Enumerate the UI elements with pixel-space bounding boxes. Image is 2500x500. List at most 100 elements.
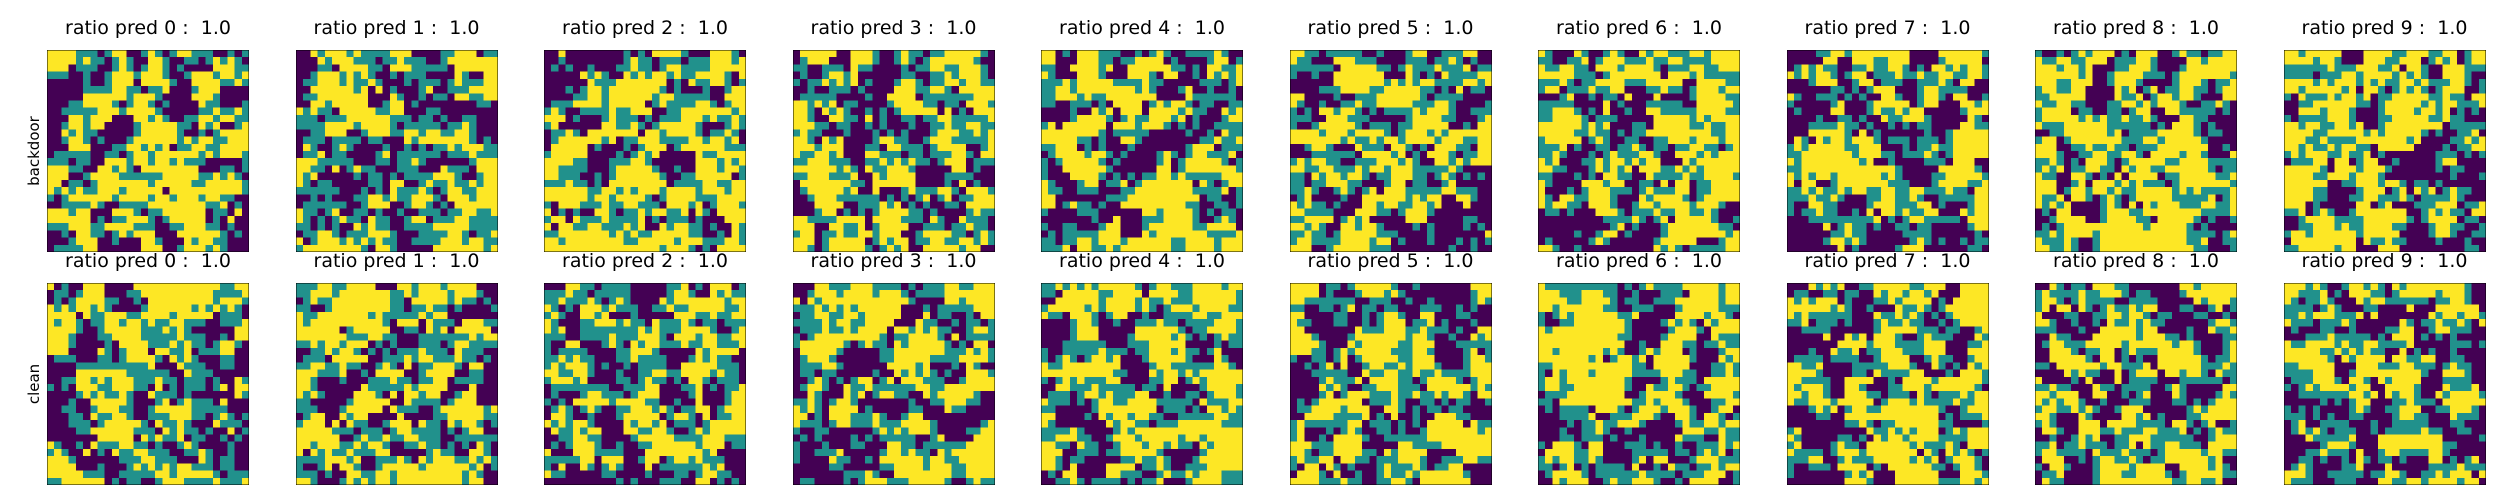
heatmap-cell bbox=[403, 215, 412, 224]
heatmap-cell bbox=[1660, 100, 1669, 108]
heatmap-cell bbox=[1235, 143, 1243, 152]
heatmap-cell bbox=[1091, 78, 1099, 87]
heatmap-cell bbox=[198, 136, 206, 144]
heatmap-cell bbox=[1048, 129, 1056, 137]
heatmap-cell bbox=[191, 215, 199, 224]
heatmap-cell bbox=[893, 143, 901, 152]
panel-frame bbox=[1041, 50, 1243, 252]
heatmap-cell bbox=[1062, 107, 1071, 116]
heatmap-cell bbox=[418, 129, 426, 137]
heatmap-cell bbox=[382, 143, 390, 152]
heatmap-cell bbox=[1041, 71, 1049, 80]
heatmap-cell bbox=[1448, 215, 1456, 224]
heatmap-cell bbox=[1206, 223, 1215, 231]
heatmap-cell bbox=[295, 165, 303, 173]
heatmap-cell bbox=[893, 215, 901, 224]
heatmap-cell bbox=[1192, 158, 1200, 166]
heatmap-cell bbox=[799, 78, 808, 87]
heatmap-cell bbox=[623, 215, 631, 224]
heatmap-cell bbox=[1667, 78, 1676, 87]
heatmap-cell bbox=[623, 223, 631, 231]
heatmap-cell bbox=[608, 114, 617, 123]
heatmap-cell bbox=[864, 201, 873, 209]
heatmap-cell bbox=[1412, 57, 1420, 65]
heatmap-cell bbox=[1311, 114, 1319, 123]
heatmap-cell bbox=[126, 136, 134, 144]
heatmap-cell bbox=[1602, 71, 1611, 80]
heatmap-cell bbox=[572, 230, 581, 238]
heatmap-cell bbox=[490, 230, 498, 238]
heatmap-cell bbox=[1048, 107, 1056, 116]
heatmap-cell bbox=[1574, 71, 1582, 80]
heatmap-cell bbox=[1390, 57, 1398, 65]
heatmap-cell bbox=[1595, 50, 1604, 58]
heatmap-cell bbox=[1484, 230, 1492, 238]
heatmap-cell bbox=[176, 143, 185, 152]
heatmap-cell bbox=[1156, 172, 1164, 181]
heatmap-cell bbox=[1610, 100, 1618, 108]
heatmap-cell bbox=[61, 57, 69, 65]
heatmap-cell bbox=[475, 194, 484, 202]
heatmap-cell bbox=[1120, 151, 1128, 159]
heatmap-cell bbox=[119, 122, 127, 130]
heatmap-cell bbox=[645, 93, 653, 101]
heatmap-cell bbox=[309, 64, 318, 72]
heatmap-cell bbox=[1617, 64, 1625, 72]
heatmap-cell bbox=[439, 100, 448, 108]
heatmap-cell bbox=[886, 158, 894, 166]
heatmap-cell bbox=[907, 194, 916, 202]
heatmap-cell bbox=[1170, 136, 1179, 144]
heatmap-cell bbox=[1631, 64, 1640, 72]
heatmap-cell bbox=[61, 237, 69, 245]
heatmap-cell bbox=[234, 151, 242, 159]
heatmap-cell bbox=[1332, 201, 1341, 209]
heatmap-cell bbox=[987, 230, 995, 238]
heatmap-cell bbox=[317, 151, 325, 159]
heatmap-cell bbox=[1441, 230, 1449, 238]
heatmap-cell bbox=[565, 151, 574, 159]
heatmap-cell bbox=[1412, 50, 1420, 58]
heatmap-cell bbox=[673, 172, 682, 181]
heatmap-cell bbox=[47, 136, 55, 144]
heatmap-cell bbox=[1354, 122, 1362, 130]
heatmap-cell bbox=[886, 237, 894, 245]
heatmap-cell bbox=[864, 100, 873, 108]
heatmap-cell bbox=[1041, 100, 1049, 108]
heatmap-cell bbox=[1303, 172, 1312, 181]
heatmap-cell bbox=[1538, 50, 1546, 58]
heatmap-cell bbox=[709, 57, 718, 65]
heatmap-cell bbox=[1235, 129, 1243, 137]
heatmap-cell bbox=[1660, 93, 1669, 101]
heatmap-cell bbox=[1469, 223, 1478, 231]
heatmap-cell bbox=[1113, 223, 1121, 231]
heatmap-cell bbox=[695, 179, 703, 188]
heatmap-cell bbox=[353, 158, 361, 166]
heatmap-cell bbox=[1098, 122, 1107, 130]
heatmap-cell bbox=[1192, 136, 1200, 144]
heatmap-cell bbox=[1062, 187, 1071, 195]
heatmap-cell bbox=[944, 78, 952, 87]
heatmap-cell bbox=[688, 64, 696, 72]
heatmap-cell bbox=[1077, 86, 1085, 94]
heatmap-cell bbox=[987, 172, 995, 181]
heatmap-cell bbox=[1545, 100, 1553, 108]
heatmap-cell bbox=[688, 158, 696, 166]
heatmap-cell bbox=[717, 201, 725, 209]
heatmap-cell bbox=[1390, 158, 1398, 166]
heatmap-cell bbox=[709, 151, 718, 159]
heatmap-cell bbox=[1354, 64, 1362, 72]
heatmap-cell bbox=[367, 100, 376, 108]
heatmap-cell bbox=[338, 114, 347, 123]
heatmap-cell bbox=[1484, 143, 1492, 152]
heatmap-cell bbox=[1419, 86, 1427, 94]
heatmap-cell bbox=[97, 93, 105, 101]
heatmap-cell bbox=[1631, 100, 1640, 108]
heatmap-cell bbox=[1062, 122, 1071, 130]
heatmap-cell bbox=[1732, 86, 1740, 94]
heatmap-cell bbox=[302, 122, 311, 130]
heatmap-cell bbox=[75, 107, 84, 116]
heatmap-cell bbox=[623, 187, 631, 195]
heatmap-cell bbox=[608, 100, 617, 108]
heatmap-cell bbox=[681, 107, 689, 116]
heatmap-cell bbox=[936, 187, 945, 195]
